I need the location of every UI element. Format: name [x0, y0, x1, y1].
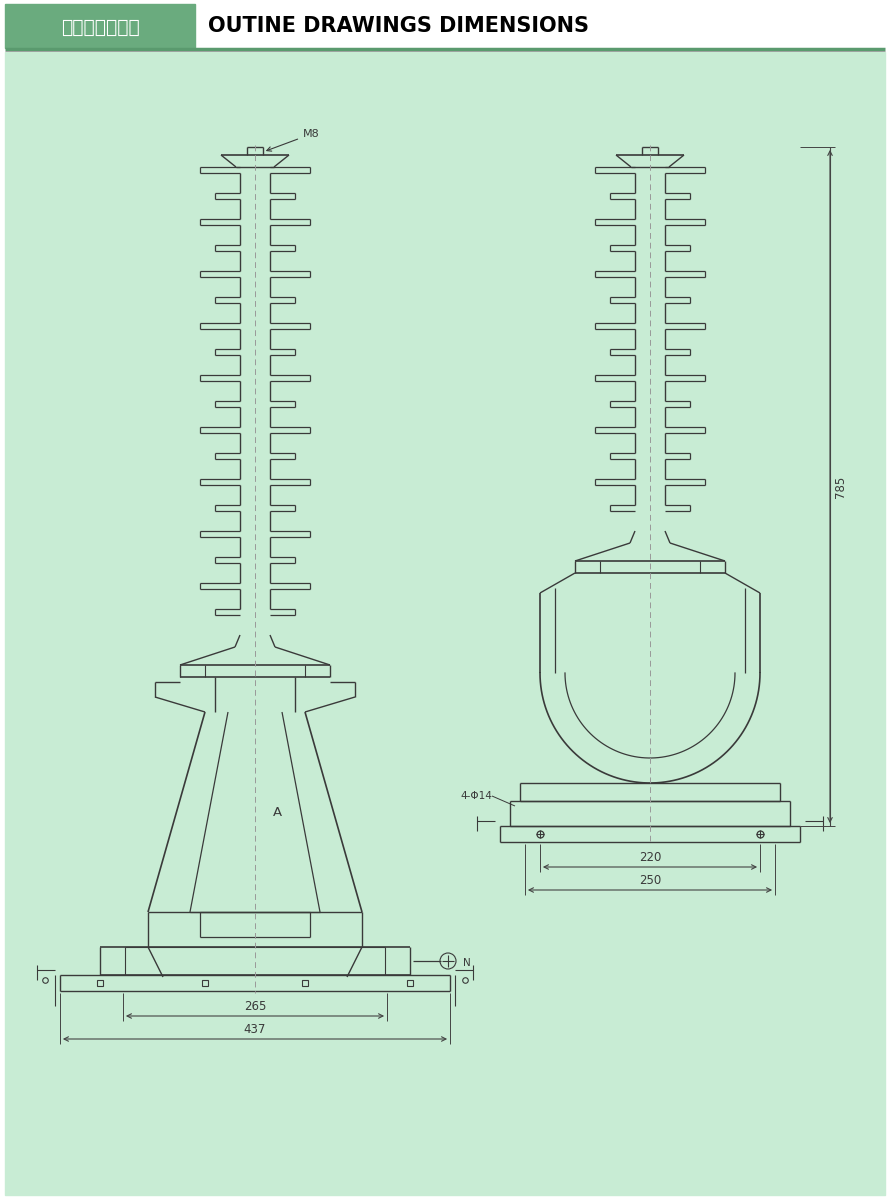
Text: A: A: [273, 805, 282, 818]
Text: 220: 220: [639, 851, 661, 864]
Text: OUTINE DRAWINGS DIMENSIONS: OUTINE DRAWINGS DIMENSIONS: [208, 16, 589, 36]
Text: 4-Φ14: 4-Φ14: [460, 791, 492, 802]
Text: 外形及安装尺寸: 外形及安装尺寸: [61, 18, 140, 36]
Text: 437: 437: [244, 1022, 266, 1036]
Text: N: N: [463, 958, 471, 968]
Bar: [5, 4, 195, 48]
Text: 250: 250: [639, 874, 661, 887]
Text: M8: M8: [267, 128, 320, 151]
Text: 785: 785: [834, 475, 847, 498]
Text: 265: 265: [244, 1000, 266, 1013]
